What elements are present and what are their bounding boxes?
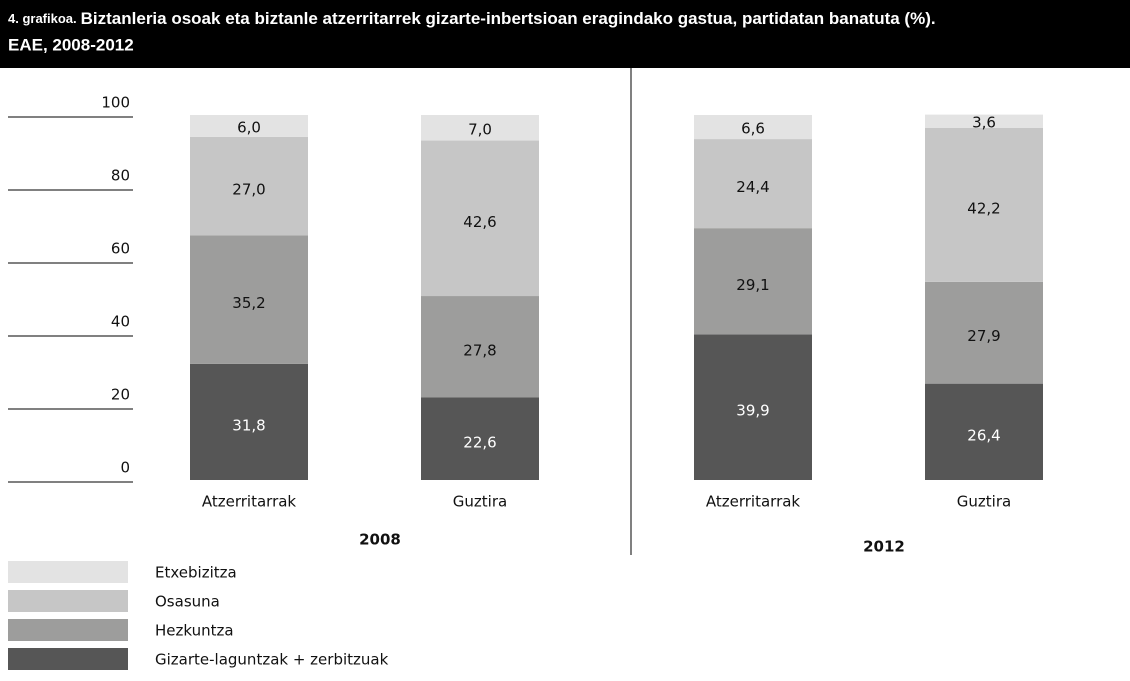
title-text: Biztanleria osoak eta biztanle atzerrita… <box>81 9 936 28</box>
data-label: 24,4 <box>736 178 769 196</box>
legend-label: Hezkuntza <box>155 622 234 640</box>
x-tick-label: Atzerritarrak <box>202 493 297 511</box>
legend-label: Gizarte-laguntzak + zerbitzuak <box>155 651 389 669</box>
data-label: 6,6 <box>741 120 765 138</box>
bar-segment <box>421 296 539 398</box>
legend-label: Osasuna <box>155 593 220 611</box>
data-label: 3,6 <box>972 114 996 132</box>
chart-title: 4. grafikoa. Biztanleria osoak eta biztan… <box>8 9 936 28</box>
bar-segment <box>925 281 1043 384</box>
x-tick-label: Guztira <box>957 493 1011 511</box>
data-label: 22,6 <box>463 433 496 451</box>
y-tick-label: 60 <box>111 240 130 258</box>
bar-segment <box>694 115 812 140</box>
group-label: 2012 <box>863 538 905 556</box>
chart-subtitle: EAE, 2008-2012 <box>8 35 134 54</box>
data-label: 35,2 <box>232 294 265 312</box>
bar-segment <box>925 114 1043 128</box>
data-label: 39,9 <box>736 402 769 420</box>
data-label: 26,4 <box>967 426 1000 444</box>
group-label: 2008 <box>359 531 401 549</box>
legend-swatch <box>8 590 128 612</box>
title-bar <box>0 0 1130 68</box>
y-tick-label: 100 <box>101 94 130 112</box>
y-tick-label: 40 <box>111 313 130 331</box>
legend-swatch <box>8 619 128 641</box>
legend-swatch <box>8 561 128 583</box>
x-tick-label: Atzerritarrak <box>706 493 801 511</box>
data-label: 31,8 <box>232 416 265 434</box>
bar-segment <box>190 115 308 137</box>
y-tick-label: 20 <box>111 386 130 404</box>
bar-segment <box>421 397 539 480</box>
bar-segment <box>421 140 539 297</box>
bar-segment <box>925 127 1043 282</box>
legend-label: Etxebizitza <box>155 564 237 582</box>
data-label: 27,8 <box>463 341 496 359</box>
bar-segment <box>925 383 1043 480</box>
bar-segment <box>694 228 812 335</box>
legend-swatch <box>8 648 128 670</box>
data-label: 27,9 <box>967 327 1000 345</box>
data-label: 6,0 <box>237 118 261 136</box>
bar-segment <box>190 235 308 364</box>
data-label: 29,1 <box>736 276 769 294</box>
y-tick-label: 0 <box>120 459 130 477</box>
bar-segment <box>190 136 308 236</box>
bar-segment <box>694 139 812 229</box>
bar-segment <box>694 334 812 480</box>
bar-segment <box>421 115 539 141</box>
x-tick-label: Guztira <box>453 493 507 511</box>
y-tick-label: 80 <box>111 167 130 185</box>
bar-segment <box>190 363 308 480</box>
title-number: 4. grafikoa. <box>8 11 77 26</box>
data-label: 7,0 <box>468 120 492 138</box>
data-label: 27,0 <box>232 181 265 199</box>
data-label: 42,6 <box>463 213 496 231</box>
data-label: 42,2 <box>967 199 1000 217</box>
